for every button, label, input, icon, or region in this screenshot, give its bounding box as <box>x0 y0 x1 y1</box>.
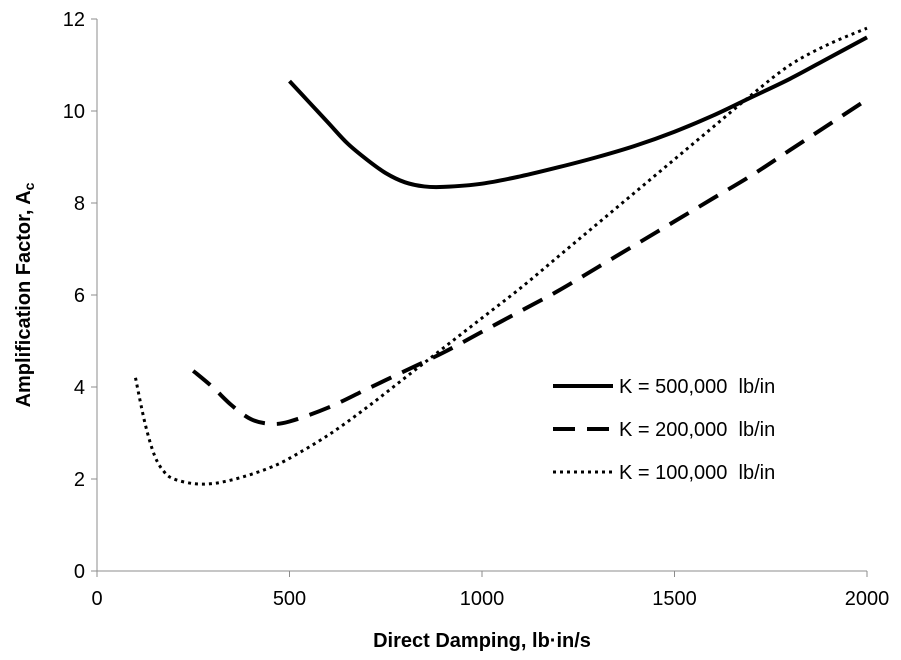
y-axis-title: Amplification Factor, Ac <box>13 182 37 407</box>
series-line-dashed <box>191 97 869 426</box>
y-tick-label: 4 <box>74 377 85 399</box>
legend-label: K = 500,000 lb/in <box>619 376 775 398</box>
x-tick-label: 500 <box>273 588 306 610</box>
x-tick-label: 0 <box>91 588 102 610</box>
x-tick-label: 2000 <box>845 588 890 610</box>
legend-label: K = 200,000 lb/in <box>619 419 775 441</box>
y-tick-label: 10 <box>63 101 85 123</box>
x-axis-title: Direct Damping, lb·in/s <box>373 630 591 652</box>
y-axis-title-main: Amplification Factor, A <box>13 190 35 407</box>
legend: K = 500,000 lb/in K = 200,000 lb/in K = 10… <box>553 376 775 484</box>
plot-area <box>134 26 869 486</box>
y-tick-label: 2 <box>74 469 85 491</box>
x-tick-label: 1000 <box>460 588 505 610</box>
y-tick-label: 6 <box>74 285 85 307</box>
series-line-dotted <box>134 26 868 486</box>
y-tick-label: 12 <box>63 9 85 31</box>
series-line-solid <box>288 35 868 190</box>
axes: 0 2 4 6 8 10 12 0 500 1000 1500 2000 <box>63 9 890 610</box>
y-tick-label: 0 <box>74 561 85 583</box>
y-tick-label: 8 <box>74 193 85 215</box>
legend-label: K = 100,000 lb/in <box>619 462 775 484</box>
x-tick-label: 1500 <box>652 588 697 610</box>
y-axis-title-subscript: c <box>21 182 37 190</box>
